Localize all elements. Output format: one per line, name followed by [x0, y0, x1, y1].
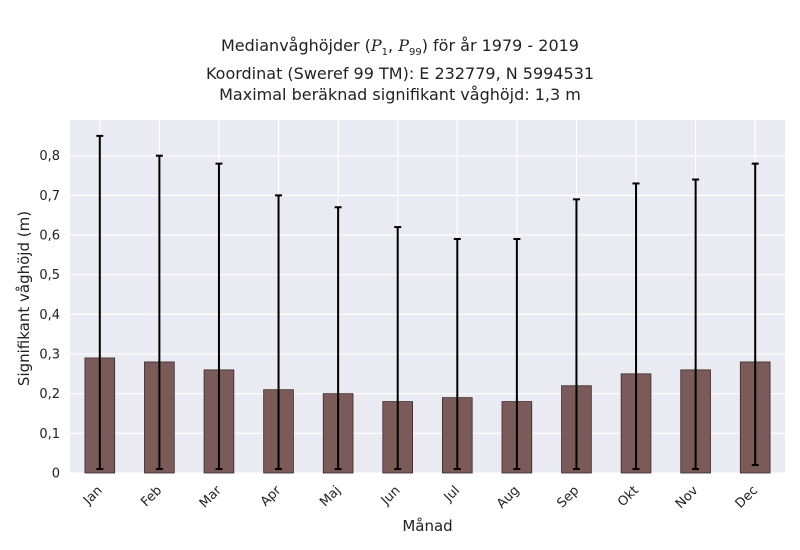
- y-tick-label: 0,2: [39, 387, 60, 402]
- x-tick-label: Jul: [441, 483, 463, 505]
- x-tick-label: Feb: [138, 483, 165, 510]
- y-tick-label: 0,3: [39, 348, 60, 363]
- x-axis-ticks: Jan Feb Mar Apr Maj Jun Jul Aug Sep Okt Nov Dec: [80, 483, 761, 512]
- x-tick-label: Sep: [554, 483, 582, 511]
- x-tick-label: Maj: [317, 483, 344, 510]
- x-tick-label: Apr: [258, 483, 285, 510]
- chart-title: Medianvåghöjder (P1, P99) för år 1979 - …: [0, 35, 800, 105]
- x-tick-label: Jan: [80, 483, 105, 508]
- y-tick-label: 0,4: [39, 308, 60, 323]
- x-tick-label: Aug: [494, 483, 523, 512]
- x-axis-label: Månad: [402, 517, 452, 535]
- x-tick-label: Okt: [615, 483, 642, 510]
- chart-title-line-1: Medianvåghöjder (P1, P99) för år 1979 - …: [221, 36, 579, 59]
- y-axis-label: Signifikant våghöjd (m): [15, 211, 33, 386]
- y-tick-label: 0,7: [39, 189, 60, 204]
- x-tick-label: Jun: [378, 483, 404, 509]
- y-axis-ticks: 0 0,1 0,2 0,3 0,4 0,5 0,6 0,7 0,8: [39, 149, 60, 481]
- error-bars: [96, 134, 759, 471]
- y-tick-label: 0,1: [39, 427, 60, 442]
- x-tick-label: Mar: [197, 483, 225, 511]
- chart-title-line-2: Koordinat (Sweref 99 TM): E 232779, N 59…: [205, 64, 595, 84]
- chart-title-line-3: Maximal beräknad signifikant våghöjd: 1,…: [219, 85, 581, 105]
- plot-area: [70, 120, 785, 473]
- y-tick-label: 0,8: [39, 149, 60, 164]
- y-tick-label: 0,5: [39, 268, 60, 283]
- y-tick-label: 0: [52, 467, 60, 482]
- x-tick-label: Dec: [733, 483, 761, 511]
- x-tick-label: Nov: [673, 483, 702, 512]
- y-tick-label: 0,6: [39, 229, 60, 244]
